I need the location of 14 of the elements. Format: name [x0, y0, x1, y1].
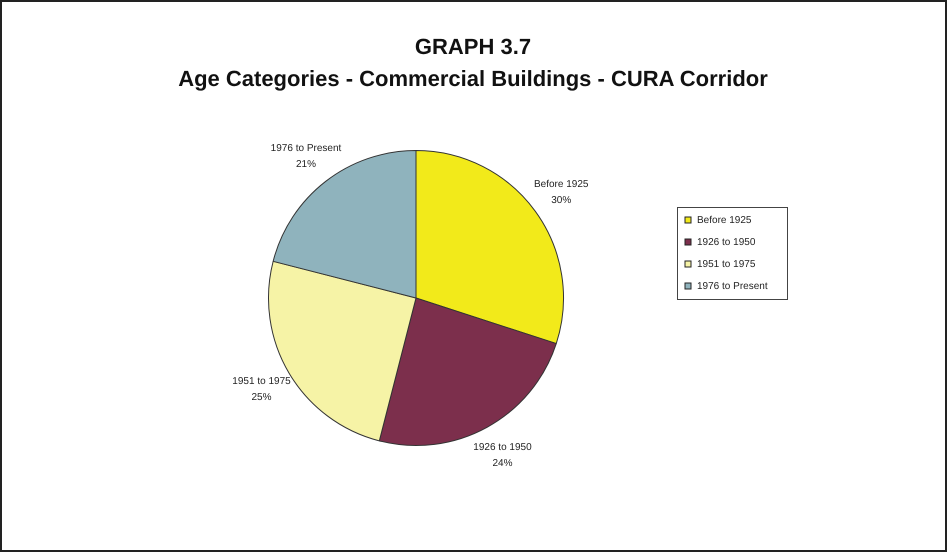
legend-label: Before 1925	[697, 214, 752, 226]
data-label: 25%	[251, 392, 272, 404]
legend-label: 1976 to Present	[697, 280, 768, 292]
data-label: 30%	[551, 195, 572, 206]
chart-subtitle: Age Categories - Commercial Buildings - CURA Corridor	[178, 66, 768, 92]
slice-label: 1951 to 1975	[232, 376, 292, 388]
slice-label: 1976 to Present	[270, 142, 342, 154]
chart-title: GRAPH 3.7	[414, 34, 532, 60]
data-label: 21%	[296, 158, 316, 170]
slice-label: Before 1925	[534, 179, 589, 190]
legend-label: 1926 to 1950	[697, 236, 756, 248]
data-label: 24%	[492, 458, 513, 470]
legend-label: 1951 to 1975	[697, 258, 756, 270]
slice-label: 1926 to 1950	[473, 442, 532, 454]
